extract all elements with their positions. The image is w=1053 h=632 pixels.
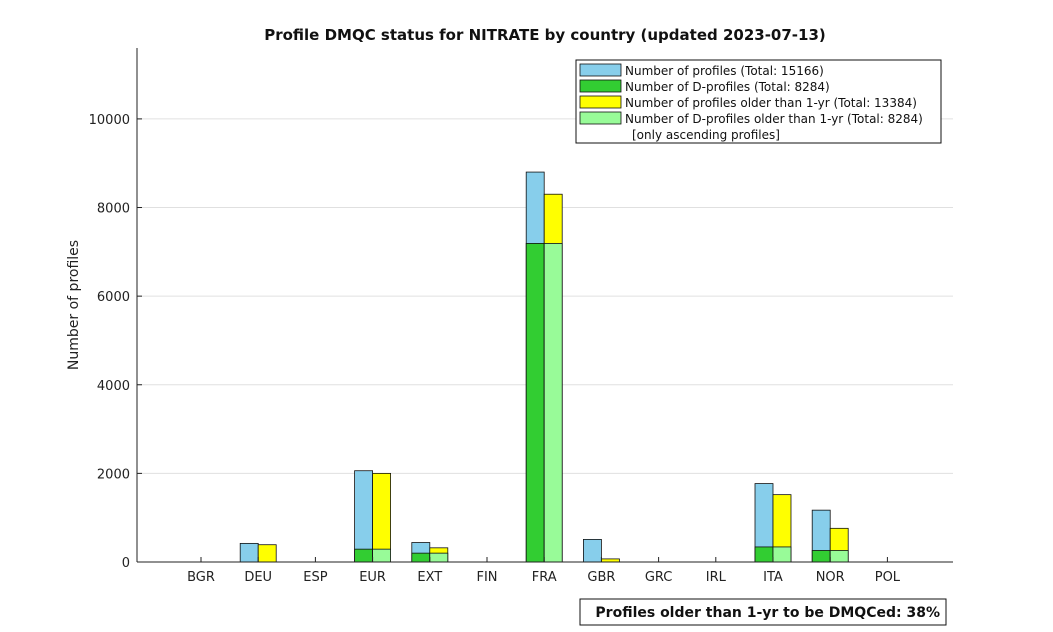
bar xyxy=(372,472,392,563)
bar xyxy=(372,548,392,563)
x-tick-label: POL xyxy=(875,570,901,585)
x-tick-label: EUR xyxy=(359,570,386,585)
y-tick-label: 4000 xyxy=(97,379,130,394)
x-tick-label: ITA xyxy=(763,570,783,585)
bars xyxy=(239,171,849,563)
bar xyxy=(754,546,774,563)
y-axis-label: Number of profiles xyxy=(66,240,82,370)
y-tick-label: 2000 xyxy=(97,467,130,482)
legend-swatch xyxy=(579,95,622,109)
legend-swatch xyxy=(579,79,622,93)
y-tick-label: 10000 xyxy=(89,113,130,128)
x-tick-label: FRA xyxy=(532,570,557,585)
bar xyxy=(772,546,792,563)
bar xyxy=(257,544,277,563)
x-tick-label: GRC xyxy=(645,570,673,585)
legend-note: [only ascending profiles] xyxy=(632,128,780,142)
legend-box xyxy=(575,59,942,144)
footnote-text: Profiles older than 1-yr to be DMQCed: 3… xyxy=(595,605,940,621)
x-tick-label: FIN xyxy=(476,570,497,585)
y-tick-label: 6000 xyxy=(97,290,130,305)
footnote-box xyxy=(579,598,947,626)
x-tick-label: EXT xyxy=(417,570,442,585)
legend-swatch xyxy=(579,111,622,125)
bar xyxy=(354,470,374,563)
x-tick-label: DEU xyxy=(244,570,272,585)
y-tick-label: 0 xyxy=(122,556,130,571)
legend-label: Number of profiles (Total: 15166) xyxy=(625,64,824,78)
footnote: Profiles older than 1-yr to be DMQCed: 3… xyxy=(579,598,947,626)
x-ticks: BGR DEU ESP EUR EXT FIN FRA GBR GRC IRL ITA NOR POL xyxy=(187,557,901,585)
chart-title: Profile DMQC status for NITRATE by count… xyxy=(264,26,826,44)
legend-label: Number of profiles older than 1-yr (Tota… xyxy=(625,96,917,110)
bar xyxy=(811,550,831,563)
legend: Number of profiles (Total: 15166) Number … xyxy=(575,59,942,144)
x-tick-label: NOR xyxy=(816,570,845,585)
bar xyxy=(354,548,374,563)
legend-label: Number of D-profiles (Total: 8284) xyxy=(625,80,830,94)
bar xyxy=(429,552,449,563)
x-tick-label: BGR xyxy=(187,570,215,585)
bar xyxy=(525,243,545,563)
x-tick-label: IRL xyxy=(706,570,727,585)
y-tick-label: 8000 xyxy=(97,202,130,217)
legend-swatch xyxy=(579,63,622,77)
y-ticks: 0 2000 4000 6000 8000 10000 xyxy=(89,113,142,571)
bar xyxy=(239,542,259,563)
bar xyxy=(411,552,431,563)
legend-label: Number of D-profiles older than 1-yr (To… xyxy=(625,112,923,126)
legend-items: Number of profiles (Total: 15166) Number … xyxy=(579,63,923,126)
bar xyxy=(583,539,602,563)
bar xyxy=(829,550,849,563)
x-tick-label: GBR xyxy=(587,570,615,585)
x-tick-label: ESP xyxy=(303,570,327,585)
bar xyxy=(543,243,563,563)
